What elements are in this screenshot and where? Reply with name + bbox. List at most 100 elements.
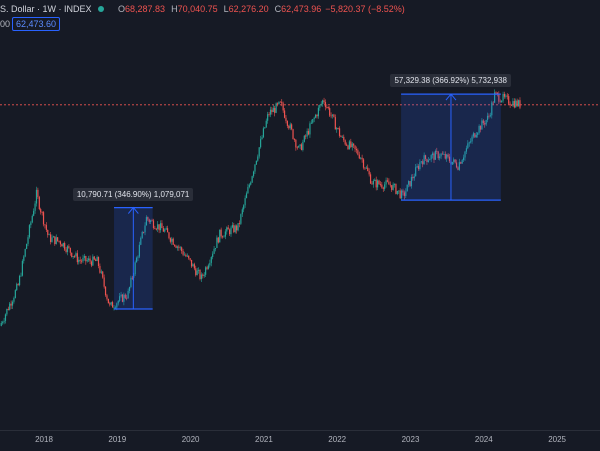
candle-body bbox=[248, 184, 250, 188]
time-axis[interactable]: 2018 2019 2020 2021 2022 2023 2024 2025 bbox=[0, 430, 600, 451]
candle-body bbox=[312, 119, 314, 123]
candle-body bbox=[34, 203, 36, 211]
candle-body bbox=[369, 174, 372, 184]
candle-body bbox=[405, 191, 407, 196]
candle-body bbox=[382, 187, 384, 189]
candle-body bbox=[143, 231, 145, 233]
candle-body bbox=[135, 257, 138, 263]
candle-body bbox=[110, 302, 112, 305]
candle-body bbox=[505, 95, 507, 97]
candle-body bbox=[313, 117, 315, 120]
measure-label: 10,790.71 (346.90%) 1,079,071 bbox=[72, 187, 194, 201]
candle-body bbox=[2, 322, 4, 324]
candle-body bbox=[35, 189, 38, 204]
measure-arrow-head-icon bbox=[127, 206, 139, 214]
price-chart[interactable] bbox=[0, 0, 600, 430]
candle-body bbox=[193, 264, 195, 269]
candle-body bbox=[230, 227, 232, 235]
candle-body bbox=[26, 243, 28, 249]
candle-body bbox=[96, 257, 98, 261]
candle-body bbox=[40, 209, 42, 213]
candle-body bbox=[470, 141, 472, 143]
candle-body bbox=[227, 227, 229, 230]
candle-body bbox=[298, 146, 300, 148]
measure-tools[interactable] bbox=[114, 93, 501, 310]
candle-body bbox=[503, 93, 506, 97]
candle-body bbox=[31, 215, 33, 223]
candle-body bbox=[243, 205, 245, 210]
candle-body bbox=[448, 156, 451, 162]
candle-body bbox=[453, 159, 455, 162]
candle-body bbox=[216, 237, 218, 249]
symbol-title[interactable]: S. Dollar · 1W · INDEX bbox=[0, 4, 92, 14]
candle-body bbox=[429, 159, 431, 161]
candle-body bbox=[477, 132, 479, 135]
candle-body bbox=[190, 259, 193, 267]
candle-body bbox=[424, 155, 427, 159]
candle-body bbox=[234, 225, 236, 233]
candle-body bbox=[481, 120, 483, 130]
low-value: 62,276.20 bbox=[228, 4, 269, 14]
candle-body bbox=[333, 114, 335, 118]
year-tick-label: 2019 bbox=[108, 435, 127, 444]
candle-body bbox=[374, 179, 376, 181]
candle-body bbox=[245, 193, 248, 199]
candle-body bbox=[436, 150, 438, 152]
candle-body bbox=[62, 243, 64, 247]
candle-body bbox=[377, 180, 379, 188]
candle-body bbox=[172, 238, 174, 245]
candle-body bbox=[327, 107, 329, 109]
candle-body bbox=[515, 100, 517, 108]
candle-body bbox=[336, 127, 338, 130]
candle-body bbox=[360, 157, 362, 159]
candle-body bbox=[398, 190, 400, 192]
candle-body bbox=[396, 190, 398, 194]
candle-body bbox=[307, 131, 310, 135]
candle-body bbox=[57, 237, 59, 241]
candle-body bbox=[460, 162, 462, 164]
candle-body bbox=[64, 243, 66, 250]
candle-body bbox=[24, 248, 26, 257]
candle-body bbox=[489, 115, 491, 117]
candle-body bbox=[102, 271, 104, 278]
candle-body bbox=[162, 228, 164, 232]
candle-body bbox=[420, 161, 422, 163]
candle-body bbox=[274, 108, 276, 113]
candle-body bbox=[468, 142, 470, 144]
candle-body bbox=[189, 258, 191, 260]
candle-body bbox=[492, 102, 494, 104]
candle-body bbox=[47, 229, 49, 235]
candle-body bbox=[419, 162, 421, 170]
candle-body bbox=[288, 125, 290, 129]
candle-body bbox=[200, 274, 203, 279]
candle-body bbox=[148, 219, 150, 222]
candle-body bbox=[144, 225, 146, 233]
candle-body bbox=[309, 123, 311, 135]
candle-body bbox=[365, 167, 367, 169]
candle-body bbox=[33, 210, 35, 216]
candle-body bbox=[48, 234, 50, 236]
candle-body bbox=[338, 128, 341, 136]
candle-body bbox=[451, 161, 453, 165]
candle-body bbox=[82, 257, 84, 262]
candle-body bbox=[14, 290, 16, 298]
candle-body bbox=[354, 145, 356, 149]
candle-body bbox=[499, 101, 501, 103]
high-value: 70,040.75 bbox=[177, 4, 218, 14]
candle-body bbox=[317, 107, 320, 117]
candle-body bbox=[491, 102, 493, 116]
candle-body bbox=[408, 181, 410, 185]
candle-body bbox=[154, 227, 156, 229]
candle-body bbox=[226, 227, 228, 232]
candle-body bbox=[30, 222, 32, 226]
candle-body bbox=[207, 265, 210, 269]
candle-body bbox=[138, 244, 140, 257]
candle-body bbox=[472, 133, 475, 137]
candle-body bbox=[104, 286, 107, 296]
candle-body bbox=[188, 255, 190, 259]
candle-body bbox=[176, 246, 179, 248]
candle-body bbox=[367, 167, 369, 171]
candle-body bbox=[221, 236, 224, 238]
candle-body bbox=[92, 256, 94, 266]
candle-body bbox=[116, 303, 118, 308]
